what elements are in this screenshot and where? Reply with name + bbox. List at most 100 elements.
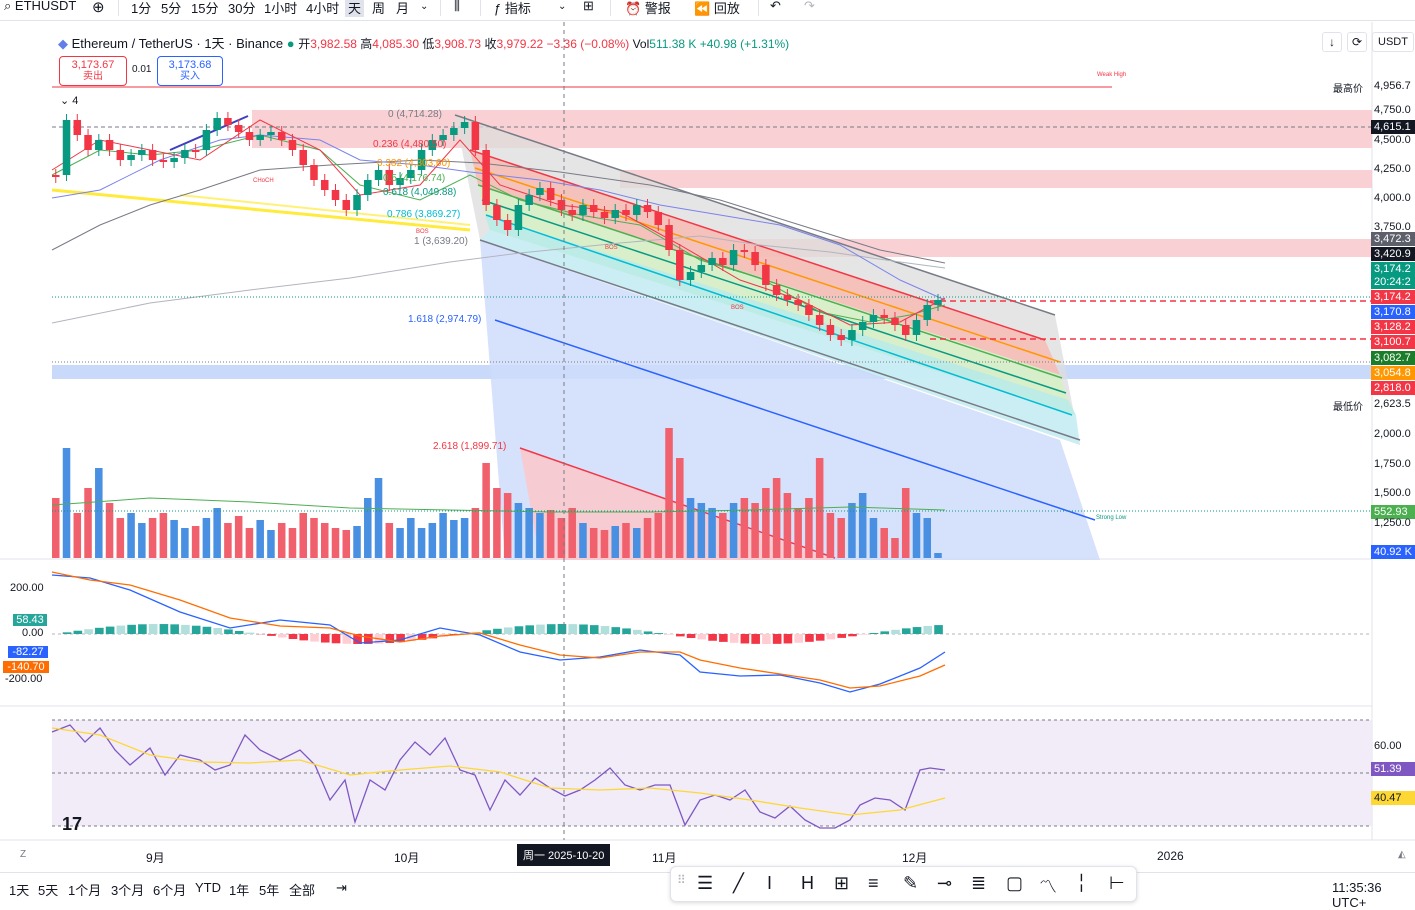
search-icon: ⌕	[4, 0, 15, 13]
replay-button[interactable]: ⏪ 回放	[694, 0, 740, 17]
candle	[181, 150, 189, 158]
macd-hist-bar	[923, 626, 932, 634]
layout-grid-icon[interactable]: ⊞	[583, 0, 594, 14]
horizontal-ray-icon[interactable]: ⊢	[1109, 873, 1125, 894]
range-3m[interactable]: 3个月	[111, 880, 144, 899]
vertical-measure-icon[interactable]: I	[767, 873, 772, 894]
sell-button[interactable]: 3,173.67 卖出	[59, 56, 127, 86]
range-ytd[interactable]: YTD	[195, 880, 221, 895]
chevron-down-icon[interactable]: ⌄	[420, 1, 428, 12]
legend-title[interactable]: Ethereum / TetherUS · 1天 · Binance	[72, 36, 283, 51]
scale-toggle-icon[interactable]: ◭	[1398, 849, 1406, 860]
interval-15m[interactable]: 15分	[191, 0, 218, 17]
interval-1h[interactable]: 1小时	[264, 0, 297, 17]
volume-bar	[719, 513, 727, 558]
volume-bar	[342, 530, 350, 558]
candle	[353, 195, 361, 210]
range-5y[interactable]: 5年	[259, 880, 279, 899]
interval-1M[interactable]: 月	[396, 0, 409, 17]
candle	[805, 305, 813, 315]
path-icon[interactable]: 〽	[1039, 873, 1057, 899]
price-tick: 4,500.0	[1371, 133, 1415, 147]
candle	[149, 150, 157, 160]
range-1m[interactable]: 1个月	[68, 880, 101, 899]
macd-hist-bar	[138, 624, 147, 634]
range-all[interactable]: 全部	[289, 880, 315, 899]
download-icon[interactable]: ↓	[1322, 32, 1342, 52]
volume-bar	[493, 488, 501, 558]
macd-hist-bar	[622, 628, 631, 634]
macd-hist-bar	[278, 634, 287, 638]
volume-bar	[224, 523, 232, 558]
price-tick: 4,750.0	[1371, 103, 1415, 117]
symbol-search-button[interactable]: ⌕ ETHUSDT	[4, 0, 76, 14]
interval-4h[interactable]: 4小时	[306, 0, 339, 17]
volume-bar	[611, 526, 619, 558]
crosshair-box-icon[interactable]: ⊞	[834, 873, 849, 894]
candle-type-icon[interactable]: ⫼	[454, 0, 460, 14]
indicators-button[interactable]: ƒ 指标	[494, 0, 531, 17]
candle	[644, 205, 652, 212]
volume-bar	[235, 516, 243, 558]
macd-hist-bar	[267, 634, 276, 636]
line-icon[interactable]: ╱	[733, 873, 744, 894]
macd-hist-bar	[224, 629, 233, 634]
fib-label-1618: 1.618 (2,974.79)	[408, 314, 481, 325]
candle	[213, 118, 221, 130]
buy-button[interactable]: 3,173.68 买入	[157, 56, 223, 86]
redo-icon[interactable]: ↷	[804, 0, 815, 14]
candle	[127, 155, 135, 160]
undo-icon[interactable]: ↶	[770, 0, 781, 14]
range-1d[interactable]: 1天	[9, 880, 29, 899]
currency-selector[interactable]: USDT	[1372, 32, 1414, 52]
price-tick: 1,250.0	[1371, 516, 1415, 530]
range-6m[interactable]: 6个月	[153, 880, 186, 899]
macd-hist-bar	[95, 628, 104, 634]
zoom-z-icon[interactable]: Z	[20, 849, 26, 860]
horizontal-measure-icon[interactable]: H	[801, 873, 814, 894]
price-badge: 3,082.7	[1371, 351, 1415, 365]
fib-label-0236: 0.236 (4,480.50)	[373, 139, 446, 150]
macd-hist-bar	[719, 634, 728, 642]
indicator-collapse-toggle[interactable]: ⌄ 4	[60, 94, 78, 107]
price-tick: 2,000.0	[1371, 427, 1415, 441]
price-badge: 20:24:2	[1371, 275, 1415, 289]
volume-bar	[902, 488, 910, 558]
volume-bar	[149, 518, 157, 558]
volume-bar	[773, 478, 781, 558]
macd-hist-bar	[902, 628, 911, 634]
brush-icon[interactable]: ✎	[903, 873, 918, 894]
trendlines-icon[interactable]: ☰	[697, 873, 713, 894]
ray-icon[interactable]: ⊸	[937, 873, 952, 894]
candle	[708, 258, 716, 265]
chevron-down-icon[interactable]: ⌄	[558, 1, 566, 12]
refresh-icon[interactable]: ⟳	[1347, 32, 1367, 52]
fib-channel-icon[interactable]: ≣	[971, 873, 986, 894]
toolbar-divider	[610, 0, 611, 16]
interval-30m[interactable]: 30分	[228, 0, 255, 17]
date-range-icon[interactable]: ⇥	[336, 880, 347, 896]
candle	[321, 180, 329, 190]
fib-label-1: 1 (3,639.20)	[414, 236, 468, 247]
range-5d[interactable]: 5天	[38, 880, 58, 899]
vertical-line-icon[interactable]: ╎	[1076, 873, 1087, 894]
volume-bar	[848, 503, 856, 558]
alert-button[interactable]: ⏰ 警报	[625, 0, 671, 17]
range-1y[interactable]: 1年	[229, 880, 249, 899]
drag-handle-icon[interactable]: ⠿	[677, 873, 686, 887]
macd-hist-bar	[741, 634, 750, 643]
tradingview-logo[interactable]: 17	[62, 814, 82, 835]
rectangle-icon[interactable]: ▢	[1006, 873, 1023, 894]
candle	[837, 335, 845, 340]
volume-bar	[289, 528, 297, 558]
fib-icon[interactable]: ≡	[868, 873, 879, 894]
indicators-icon: ƒ	[494, 1, 505, 16]
interval-1m[interactable]: 1分	[131, 0, 151, 17]
add-symbol-icon[interactable]: ⊕	[92, 0, 105, 16]
interval-1d[interactable]: 天	[345, 0, 364, 17]
interval-1w[interactable]: 周	[372, 0, 385, 17]
price-chart[interactable]	[0, 22, 1415, 872]
clock-time[interactable]: 11:35:36 UTC+	[1332, 880, 1415, 910]
candle	[719, 258, 727, 265]
interval-5m[interactable]: 5分	[161, 0, 181, 17]
